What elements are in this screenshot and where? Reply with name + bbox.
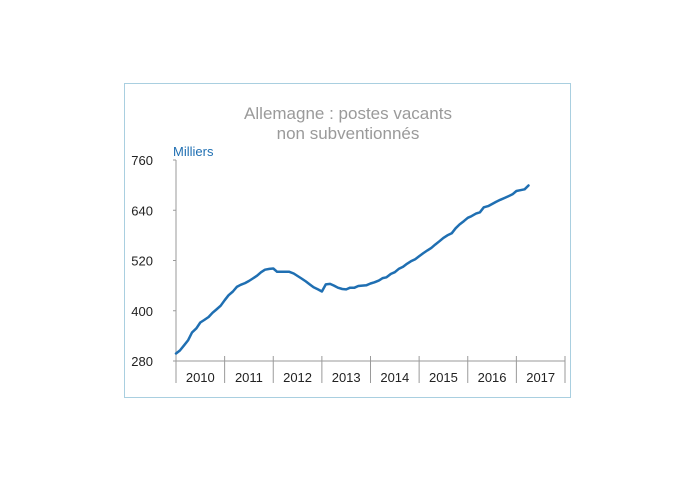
y-tick-labels: 280 400 520 640 760 — [131, 153, 153, 369]
y-tick-label: 760 — [131, 153, 153, 168]
axes — [173, 159, 566, 383]
x-tick-label: 2010 — [186, 370, 215, 385]
x-tick-label: 2011 — [235, 370, 263, 385]
chart-frame: Allemagne : postes vacants non subventio… — [124, 83, 571, 398]
y-tick-label: 520 — [131, 254, 153, 269]
x-tick-label: 2017 — [526, 370, 555, 385]
chart-title: Allemagne : postes vacants — [244, 104, 452, 123]
y-tick-label: 280 — [131, 354, 153, 369]
y-axis-unit-label: Milliers — [173, 144, 214, 159]
series-group — [174, 184, 530, 355]
x-tick-label: 2016 — [478, 370, 507, 385]
x-tick-label: 2013 — [332, 370, 361, 385]
y-tick-label: 640 — [131, 203, 153, 218]
chart-svg: Allemagne : postes vacants non subventio… — [131, 104, 566, 385]
series-line — [174, 184, 530, 355]
chart-subtitle: non subventionnés — [277, 124, 420, 143]
y-tick-label: 400 — [131, 304, 153, 319]
x-tick-label: 2015 — [429, 370, 458, 385]
x-tick-label: 2014 — [380, 370, 409, 385]
x-tick-label: 2012 — [283, 370, 312, 385]
x-tick-labels: 2010 2011 2012 2013 2014 2015 2016 2017 — [186, 370, 555, 385]
